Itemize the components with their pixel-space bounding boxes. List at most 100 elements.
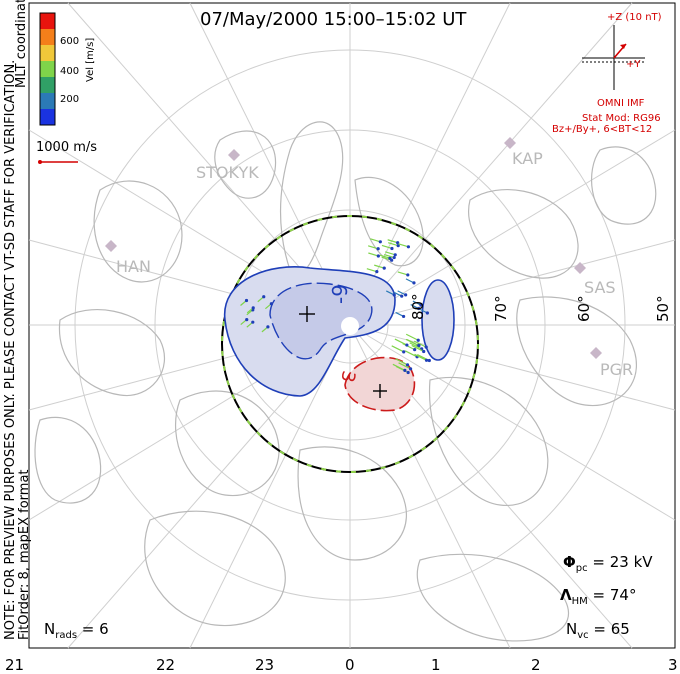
- velocity-vector-origin: [408, 367, 413, 371]
- stat-n-vc: Nvc = 65: [566, 620, 630, 641]
- imf-source: OMNI IMF: [597, 98, 645, 109]
- stat-phi-pc: Φpc = 23 kV: [563, 553, 653, 574]
- velocity-vector-origin: [262, 295, 266, 299]
- stat-lambda-hm: ΛHM = 74°: [560, 586, 637, 607]
- velocity-vector: [387, 239, 398, 244]
- velocity-vector-origin: [266, 325, 270, 329]
- velocity-vector-origin: [416, 338, 420, 342]
- velocity-vector-origin: [392, 293, 396, 297]
- station-label-han: HAN: [116, 257, 151, 276]
- velocity-vector: [366, 268, 378, 273]
- velocity-vector-origin: [419, 303, 423, 307]
- colorbar-swatch: [40, 45, 55, 61]
- lat-label-70: 70°: [492, 295, 510, 322]
- velocity-vector: [392, 363, 406, 371]
- stat-n-rads: Nrads = 6: [44, 620, 109, 641]
- velocity-vector-origin: [403, 368, 407, 372]
- imf-condition: Bz+/By+, 6<BT<12: [552, 124, 653, 135]
- colorbar-swatch: [40, 77, 55, 93]
- n-vc-value: 65: [610, 620, 630, 638]
- velocity-vector-origin: [390, 246, 394, 251]
- velocity-vector-origin: [406, 273, 410, 277]
- pole-gap: [341, 317, 359, 335]
- velocity-vector-origin: [378, 240, 382, 244]
- velocity-vector-origin: [251, 320, 255, 324]
- velocity-vector: [406, 338, 420, 347]
- n-rads-value: 6: [99, 620, 109, 638]
- velocity-vector-origin: [425, 311, 429, 315]
- velocity-vector-origin: [244, 298, 249, 303]
- station-label-stokyk: STOKYK: [196, 163, 259, 182]
- lambda-hm-value: 74°: [609, 586, 637, 604]
- velocity-vectors: [240, 238, 431, 375]
- velocity-vector-origin: [402, 350, 406, 354]
- velocity-colorbar: [39, 12, 56, 126]
- preview-note: NOTE: FOR PREVIEW PURPOSES ONLY. PLEASE …: [3, 59, 18, 640]
- velocity-vector-origin: [393, 253, 397, 257]
- lat-label-80: 80°: [409, 293, 427, 320]
- colorbar-tick-200: 200: [60, 94, 80, 105]
- velocity-vector: [414, 353, 427, 361]
- velocity-vector: [409, 342, 422, 350]
- velocity-vector: [395, 358, 408, 366]
- velocity-vector-origin: [405, 363, 410, 367]
- map-title: 07/May/2000 15:00–15:02 UT: [200, 9, 467, 30]
- station-label-kap: KAP: [512, 149, 543, 168]
- velocity-vector: [367, 245, 379, 250]
- velocity-vector-origin: [413, 348, 417, 352]
- coastlines: [34, 121, 657, 642]
- phi-pc-value: 23 kV: [609, 553, 653, 571]
- reference-vector-label: 1000 m/s: [36, 140, 98, 155]
- negative-cell-dawn: [421, 279, 455, 361]
- velocity-vector: [394, 338, 408, 346]
- lat-label-50: 50°: [654, 295, 672, 322]
- mlt-tick: 0: [345, 656, 355, 674]
- velocity-vector-origin: [245, 317, 249, 322]
- velocity-vector-origin: [375, 270, 379, 274]
- potential-minimum-marker: [299, 306, 315, 322]
- velocity-vector-origin: [400, 294, 404, 298]
- contour-label-negative: -9: [327, 284, 352, 304]
- velocity-vector: [391, 345, 404, 353]
- velocity-vector: [368, 252, 379, 257]
- velocity-vector-origin: [376, 254, 380, 258]
- velocity-vector: [374, 264, 385, 269]
- velocity-vector: [388, 242, 399, 247]
- velocity-vector-origin: [424, 345, 428, 349]
- colorbar-swatch: [40, 93, 55, 109]
- velocity-vector-origin: [406, 245, 411, 249]
- negative-cell-inner: [269, 282, 373, 360]
- mlt-tick: 22: [156, 656, 176, 674]
- velocity-vector-origin: [396, 244, 400, 248]
- velocity-vector: [381, 244, 393, 250]
- station-label-sas: SAS: [584, 278, 616, 297]
- velocity-vector: [404, 350, 418, 358]
- velocity-vector: [370, 238, 381, 243]
- fit-order: FitOrder: 8, mapEX format: [17, 469, 32, 640]
- mlt-tick: 21: [5, 656, 25, 674]
- velocity-vector-origin: [388, 256, 392, 260]
- velocity-vector-origin: [376, 247, 380, 251]
- colorbar-swatch: [40, 109, 55, 125]
- potential-maximum-marker: [373, 384, 387, 398]
- mlt-tick: 1: [431, 656, 441, 674]
- colorbar-tick-600: 600: [60, 36, 80, 47]
- velocity-vector: [411, 344, 424, 352]
- velocity-vector: [398, 243, 409, 248]
- station-label-pgr: PGR: [600, 360, 634, 379]
- hm-boundary-dash: [221, 215, 479, 473]
- imf-clock-dial: [582, 25, 645, 90]
- mlt-tick: 2: [531, 656, 541, 674]
- imf-z-label: +Z (10 nT): [607, 12, 662, 23]
- velocity-vector-origin: [269, 302, 273, 306]
- colorbar-tick-400: 400: [60, 66, 80, 77]
- colorbar-label: Vel [m/s]: [85, 37, 96, 82]
- velocity-vector: [384, 253, 395, 259]
- colorbar-swatch: [40, 13, 55, 29]
- coordinate-system: MLT coordinates: [14, 0, 29, 88]
- reference-vector: [38, 160, 78, 164]
- colorbar-swatch: [40, 61, 55, 77]
- mlt-tick: 3: [668, 656, 678, 674]
- velocity-vector-origin: [396, 241, 400, 245]
